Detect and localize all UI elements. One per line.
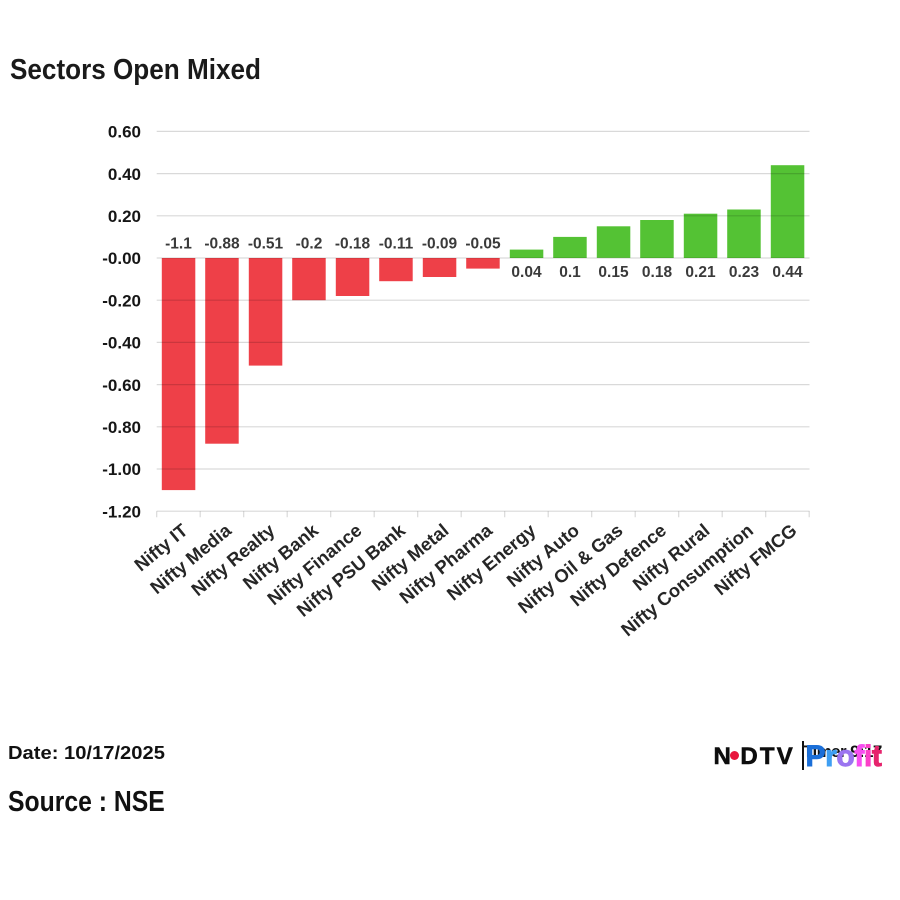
svg-text:0.40: 0.40 [108,165,141,184]
svg-text:0.18: 0.18 [642,264,673,281]
svg-text:-0.51: -0.51 [248,235,284,252]
svg-text:-0.00: -0.00 [102,249,141,268]
svg-text:0.20: 0.20 [108,207,141,226]
svg-text:-0.60: -0.60 [102,376,141,395]
svg-text:-0.2: -0.2 [296,235,323,252]
svg-text:0.60: 0.60 [108,123,141,142]
svg-text:-0.05: -0.05 [465,235,501,252]
svg-text:0.44: 0.44 [772,264,803,281]
svg-text:-0.09: -0.09 [422,235,458,252]
svg-text:0.15: 0.15 [598,264,629,281]
svg-text:-1.20: -1.20 [102,502,141,521]
svg-text:0.04: 0.04 [511,264,542,281]
svg-text:-0.20: -0.20 [102,291,141,310]
svg-text:0.21: 0.21 [685,264,716,281]
svg-text:0.1: 0.1 [559,264,581,281]
svg-text:-1.1: -1.1 [165,235,192,252]
svg-text:-0.88: -0.88 [204,235,240,252]
svg-text:-0.11: -0.11 [379,235,414,252]
svg-text:-0.18: -0.18 [335,235,371,252]
svg-text:-1.00: -1.00 [102,460,141,479]
svg-text:-0.40: -0.40 [102,334,141,353]
svg-text:-0.80: -0.80 [102,418,141,437]
svg-text:0.23: 0.23 [729,264,760,281]
